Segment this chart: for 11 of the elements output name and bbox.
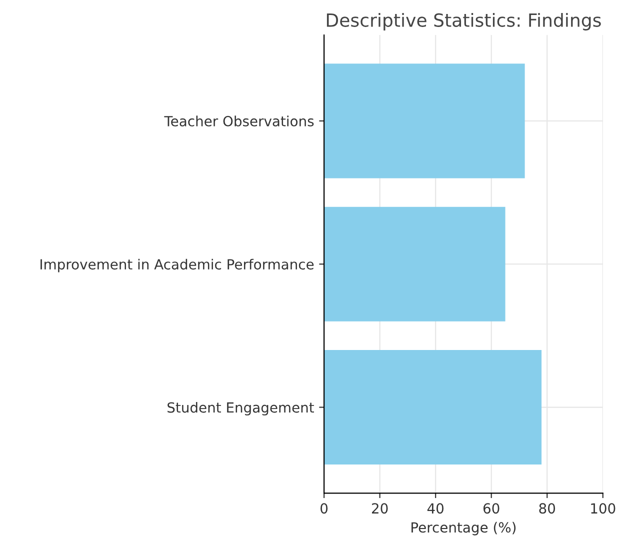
y-tick-label: Improvement in Academic Performance: [40, 258, 314, 272]
x-tick-label: 0: [320, 503, 328, 514]
x-tick-label: 100: [591, 503, 616, 514]
x-tick-label: 80: [539, 503, 556, 514]
chart-title: Descriptive Statistics: Findings: [326, 12, 601, 30]
x-tick-label: 60: [483, 503, 500, 514]
x-axis-title: Percentage (%): [412, 522, 516, 536]
y-tick-label: Teacher Observations: [164, 116, 314, 126]
y-tick-label: Student Engagement: [168, 402, 314, 416]
x-tick-label: 20: [372, 503, 388, 514]
x-tick-label: 40: [427, 503, 444, 514]
